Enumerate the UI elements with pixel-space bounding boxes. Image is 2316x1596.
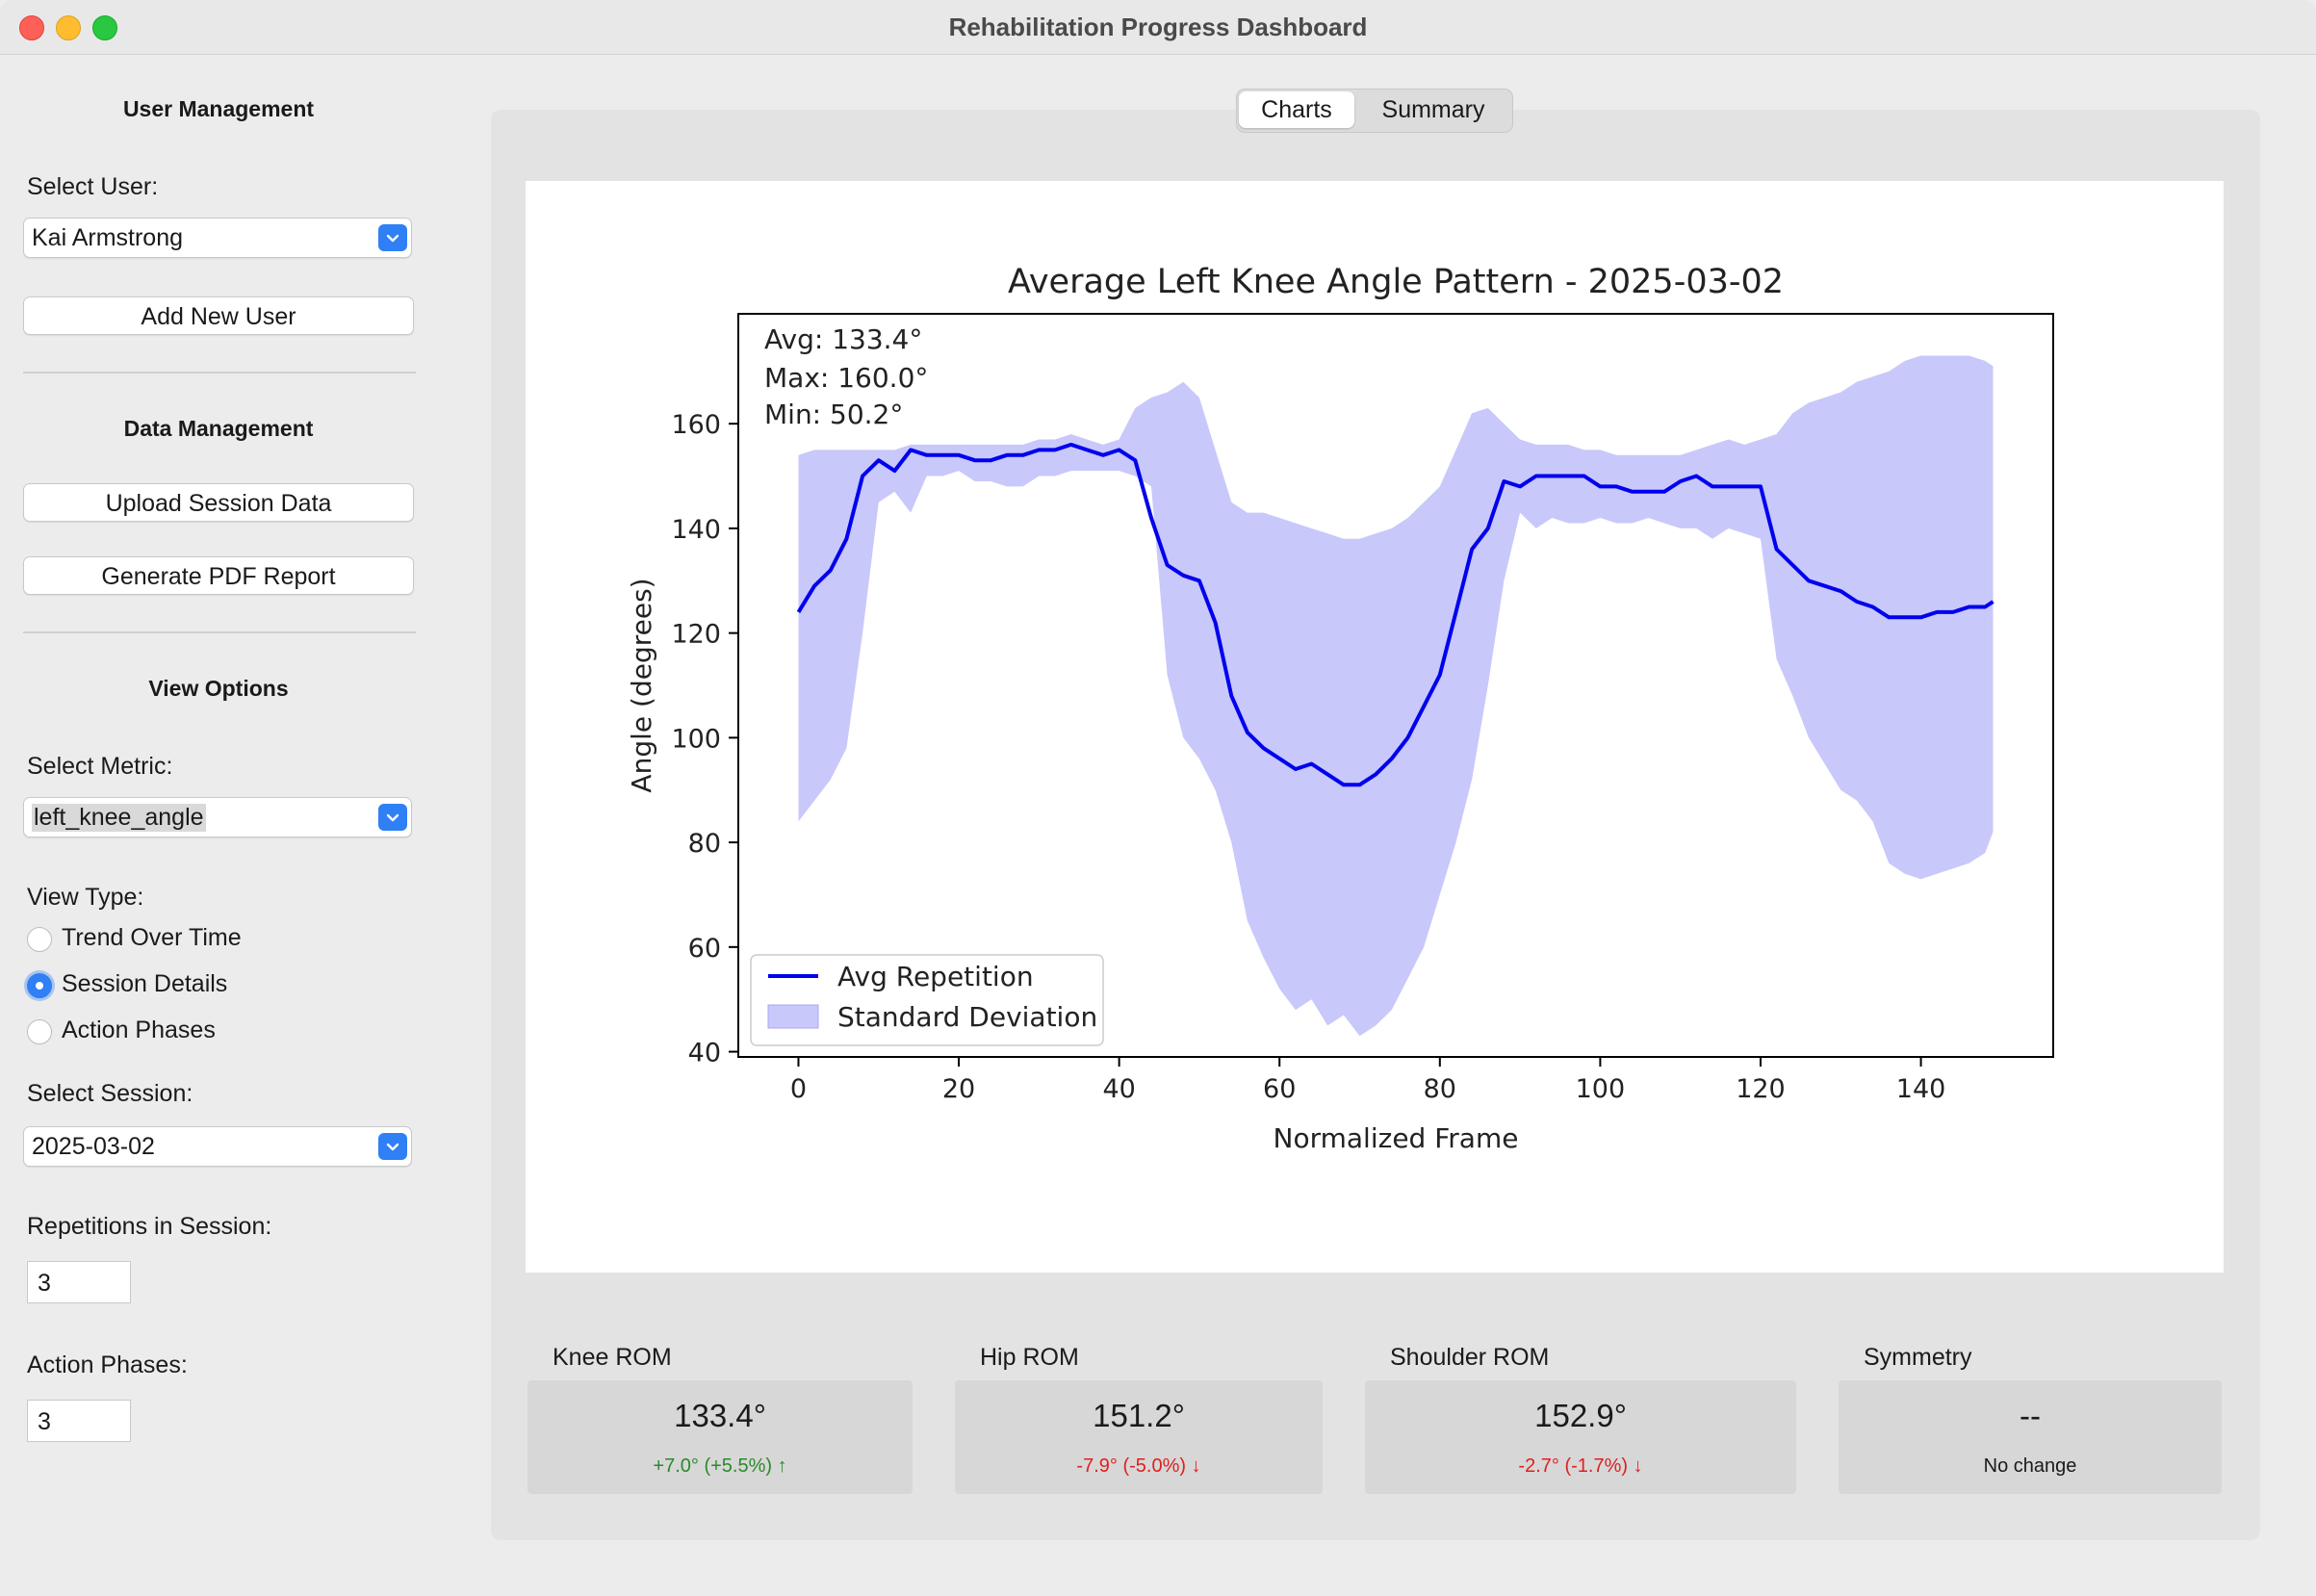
metric-change: No change: [1983, 1455, 2077, 1477]
metric-card-knee-rom: 133.4° +7.0° (+5.5%) ↑: [528, 1380, 913, 1494]
metric-value: 152.9°: [1534, 1398, 1627, 1433]
title-bar: Rehabilitation Progress Dashboard: [0, 0, 2316, 55]
divider: [23, 631, 416, 633]
y-tick-label: 120: [671, 620, 721, 650]
legend-band-swatch: [767, 1004, 819, 1029]
select-user-label: Select User:: [27, 173, 159, 200]
chart-area: 0 20 40 60 80 100 120 140 40 60 80 100 120 140 160 Ave…: [526, 181, 2224, 1273]
metric-card-shoulder-rom: 152.9° -2.7° (-1.7%) ↓: [1365, 1380, 1796, 1494]
radio-label: Action Phases: [62, 1017, 216, 1043]
user-select[interactable]: Kai Armstrong: [23, 218, 412, 258]
repetitions-label: Repetitions in Session:: [27, 1213, 272, 1240]
metric-label-shoulder-rom: Shoulder ROM: [1390, 1344, 1550, 1371]
action-phases-field[interactable]: 3: [27, 1400, 131, 1442]
metric-select-value: left_knee_angle: [32, 804, 206, 832]
radio-button-selected[interactable]: [27, 973, 52, 998]
chevron-down-icon[interactable]: [378, 1133, 407, 1160]
close-window-button[interactable]: [19, 15, 44, 40]
x-tick-label: 20: [942, 1074, 975, 1104]
annotation-max: Max: 160.0°: [764, 362, 928, 394]
legend-entry: Avg Repetition: [837, 961, 1034, 992]
metric-value: --: [2020, 1398, 2041, 1433]
radio-label: Trend Over Time: [62, 924, 242, 951]
chevron-down-icon[interactable]: [378, 224, 407, 251]
metric-label-symmetry: Symmetry: [1864, 1344, 1972, 1371]
session-select[interactable]: 2025-03-02: [23, 1126, 412, 1167]
legend: Avg Repetition Standard Deviation: [750, 954, 1104, 1046]
view-type-label: View Type:: [27, 884, 144, 911]
generate-pdf-report-button[interactable]: Generate PDF Report: [23, 556, 414, 595]
annotation-min: Min: 50.2°: [764, 399, 903, 430]
sidebar: User Management Select User: Kai Armstro…: [0, 54, 443, 1596]
maximize-window-button[interactable]: [92, 15, 117, 40]
metric-change: +7.0° (+5.5%) ↑: [653, 1455, 787, 1477]
x-axis-label: Normalized Frame: [1274, 1122, 1519, 1154]
metric-select[interactable]: left_knee_angle: [23, 797, 412, 837]
avg-repetition-line: [796, 442, 1994, 787]
metric-value: 133.4°: [674, 1398, 766, 1433]
tab-charts[interactable]: Charts: [1239, 91, 1354, 128]
y-tick-label: 80: [688, 829, 721, 859]
y-tick-label: 160: [671, 410, 721, 440]
x-tick-label: 100: [1576, 1074, 1626, 1104]
x-tick-label: 140: [1896, 1074, 1946, 1104]
upload-session-data-button[interactable]: Upload Session Data: [23, 483, 414, 522]
select-metric-label: Select Metric:: [27, 753, 173, 780]
annotation-avg: Avg: 133.4°: [764, 323, 922, 355]
select-session-label: Select Session:: [27, 1080, 193, 1107]
chevron-down-icon[interactable]: [378, 804, 407, 831]
y-tick-label: 140: [671, 515, 721, 545]
chart-svg: 0 20 40 60 80 100 120 140 40 60 80 100 120 140 160 Ave…: [526, 181, 2224, 1273]
action-phases-label: Action Phases:: [27, 1351, 188, 1378]
user-management-title: User Management: [122, 96, 315, 121]
repetitions-field[interactable]: 3: [27, 1261, 131, 1303]
add-new-user-button[interactable]: Add New User: [23, 296, 414, 335]
metric-value: 151.2°: [1093, 1398, 1185, 1433]
tab-bar: Charts Summary: [1236, 89, 1513, 133]
view-options-title: View Options: [148, 676, 289, 701]
y-tick-label: 100: [671, 724, 721, 754]
metric-label-hip-rom: Hip ROM: [980, 1344, 1079, 1371]
chart-title: Average Left Knee Angle Pattern - 2025-0…: [1008, 263, 1784, 301]
y-tick-label: 40: [688, 1039, 721, 1068]
x-tick-label: 0: [790, 1074, 807, 1104]
session-select-value: 2025-03-02: [32, 1133, 155, 1160]
metric-card-hip-rom: 151.2° -7.9° (-5.0%) ↓: [955, 1380, 1323, 1494]
std-deviation-band: [798, 355, 1994, 1037]
x-tick-label: 120: [1736, 1074, 1786, 1104]
metric-change: -2.7° (-1.7%) ↓: [1518, 1455, 1643, 1477]
user-select-value: Kai Armstrong: [32, 224, 184, 251]
radio-button[interactable]: [27, 1019, 52, 1044]
x-tick-label: 80: [1424, 1074, 1456, 1104]
metric-change: -7.9° (-5.0%) ↓: [1076, 1455, 1201, 1477]
x-tick-label: 40: [1102, 1074, 1135, 1104]
divider: [23, 372, 416, 373]
radio-label: Session Details: [62, 970, 228, 997]
data-management-title: Data Management: [123, 416, 314, 441]
minimize-window-button[interactable]: [56, 15, 81, 40]
metric-card-symmetry: -- No change: [1839, 1380, 2222, 1494]
window-title: Rehabilitation Progress Dashboard: [948, 13, 1368, 41]
y-tick-label: 60: [688, 934, 721, 964]
metric-label-knee-rom: Knee ROM: [553, 1344, 672, 1371]
radio-button[interactable]: [27, 927, 52, 952]
y-axis-label: Angle (degrees): [626, 578, 657, 792]
tab-summary[interactable]: Summary: [1381, 96, 1485, 123]
legend-entry: Standard Deviation: [837, 1001, 1097, 1033]
x-tick-label: 60: [1263, 1074, 1296, 1104]
